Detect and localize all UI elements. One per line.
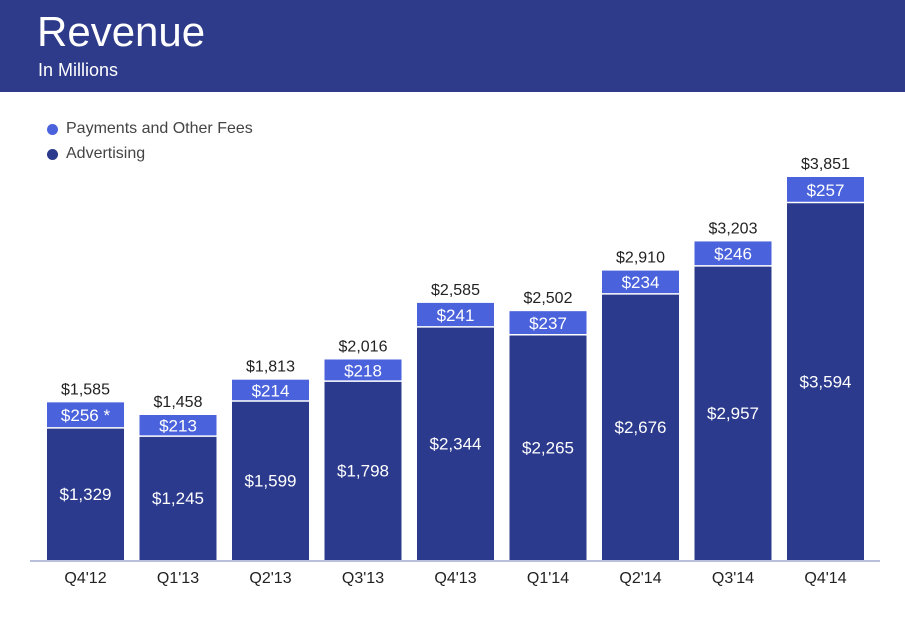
x-tick-label: Q4'13 bbox=[434, 570, 476, 587]
bar-advertising bbox=[602, 293, 679, 560]
legend-item-payments: Payments and Other Fees bbox=[47, 120, 253, 138]
data-label-advertising: $2,676 bbox=[615, 418, 667, 437]
legend-item-advertising: Advertising bbox=[47, 145, 145, 163]
bar-payments bbox=[602, 270, 679, 294]
data-label-advertising: $2,957 bbox=[707, 404, 759, 423]
legend-dot-icon bbox=[47, 148, 58, 160]
data-label-payments: $246 bbox=[714, 245, 752, 264]
legend-label: Advertising bbox=[66, 145, 146, 162]
data-label-payments: $257 bbox=[807, 181, 845, 200]
data-label-payments: $214 bbox=[252, 381, 290, 400]
bar-payments bbox=[324, 359, 402, 382]
bar-payments bbox=[47, 402, 124, 428]
data-label-payments: $234 bbox=[622, 273, 660, 292]
header-banner: Revenue In Millions bbox=[0, 0, 905, 92]
data-label-total: $1,813 bbox=[246, 359, 295, 376]
bar-advertising bbox=[417, 326, 494, 560]
x-tick-label: Q4'12 bbox=[64, 570, 106, 587]
bar-payments bbox=[787, 177, 864, 203]
data-label-advertising: $2,265 bbox=[522, 438, 574, 457]
data-label-advertising: $1,329 bbox=[60, 485, 112, 504]
bar-advertising bbox=[47, 427, 124, 560]
x-tick-label: Q1'13 bbox=[157, 570, 199, 587]
data-label-payments: $256 * bbox=[61, 406, 111, 425]
bar-payments bbox=[139, 414, 217, 437]
x-tick-label: Q1'14 bbox=[527, 570, 569, 587]
x-tick-label: Q3'13 bbox=[342, 570, 384, 587]
chart-subtitle: In Millions bbox=[38, 60, 119, 80]
bar-payments bbox=[509, 311, 587, 335]
data-label-payments: $218 bbox=[344, 361, 382, 380]
chart-title: Revenue bbox=[37, 8, 206, 55]
x-tick-label: Q2'14 bbox=[619, 570, 661, 587]
data-label-advertising: $2,344 bbox=[430, 434, 482, 453]
x-tick-label: Q4'14 bbox=[804, 570, 846, 587]
data-label-total: $1,585 bbox=[61, 381, 110, 398]
bar-payments bbox=[694, 241, 772, 266]
data-label-payments: $237 bbox=[529, 314, 567, 333]
data-label-total: $2,016 bbox=[339, 338, 388, 355]
data-label-total: $1,458 bbox=[154, 394, 203, 411]
data-label-total: $2,910 bbox=[616, 250, 665, 267]
data-label-advertising: $1,599 bbox=[245, 471, 297, 490]
legend-label: Payments and Other Fees bbox=[66, 120, 253, 137]
legend-dot-icon bbox=[47, 123, 58, 135]
bar-payments bbox=[417, 302, 494, 327]
data-label-payments: $213 bbox=[159, 417, 197, 436]
x-tick-label: Q3'14 bbox=[712, 570, 754, 587]
bar-advertising bbox=[509, 334, 587, 560]
data-label-advertising: $1,798 bbox=[337, 462, 389, 481]
x-tick-label: Q2'13 bbox=[249, 570, 291, 587]
data-label-total: $2,585 bbox=[431, 282, 480, 299]
data-label-total: $3,851 bbox=[801, 156, 850, 173]
data-label-total: $3,203 bbox=[709, 220, 758, 237]
bar-payments bbox=[232, 379, 309, 401]
bar-advertising bbox=[694, 265, 772, 560]
data-label-advertising: $3,594 bbox=[800, 372, 852, 391]
data-label-advertising: $1,245 bbox=[152, 489, 204, 508]
bar-advertising bbox=[787, 202, 864, 560]
bar-advertising bbox=[232, 400, 309, 560]
bar-advertising bbox=[139, 436, 217, 560]
bar-advertising bbox=[324, 381, 402, 560]
data-label-total: $2,502 bbox=[524, 290, 573, 307]
data-label-payments: $241 bbox=[437, 306, 475, 325]
